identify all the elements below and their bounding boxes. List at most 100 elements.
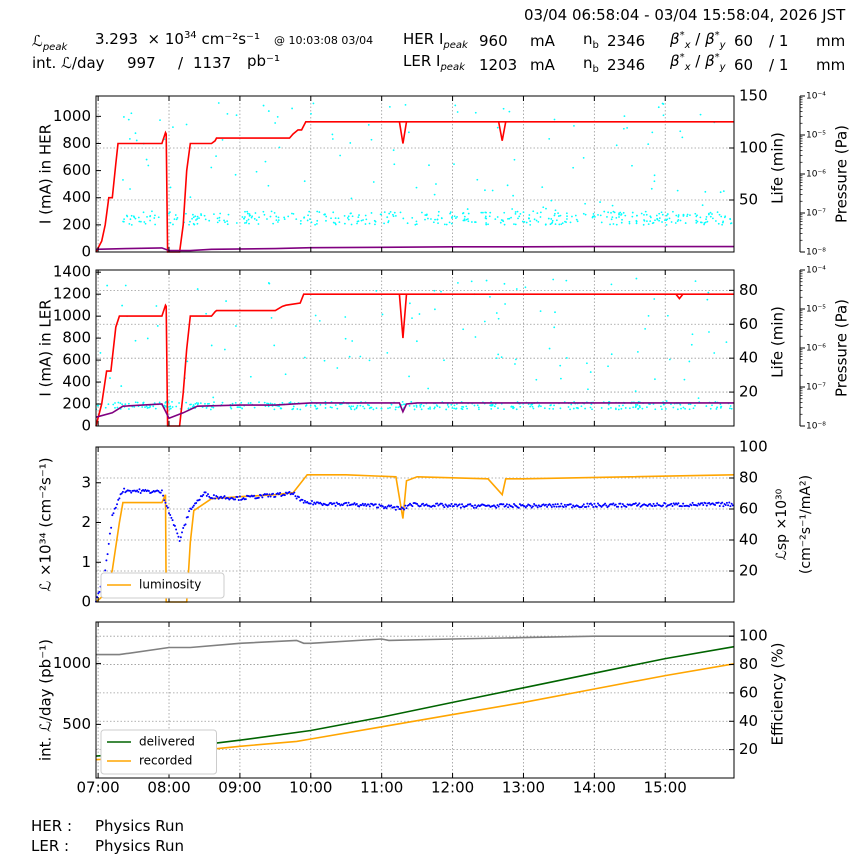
- lifetime-point: [697, 397, 700, 400]
- lifetime-point: [347, 218, 350, 221]
- lifetime-point: [283, 218, 286, 221]
- lifetime-point: [453, 215, 456, 218]
- lifetime-point: [235, 222, 238, 224]
- lifetime-point: [134, 339, 137, 342]
- x-tick-label: 08:00: [147, 779, 190, 797]
- lifetime-point: [715, 408, 718, 410]
- specific-luminosity-point: [562, 505, 565, 508]
- specific-luminosity-point: [690, 504, 693, 507]
- specific-luminosity-point: [621, 503, 624, 506]
- lifetime-point: [245, 221, 248, 224]
- lifetime-point: [349, 142, 352, 144]
- specific-luminosity-point: [253, 494, 256, 497]
- y2-tick-label: 60: [739, 500, 758, 518]
- lifetime-point: [695, 219, 698, 222]
- specific-luminosity-point: [511, 506, 514, 509]
- specific-luminosity-point: [283, 494, 286, 497]
- lifetime-point: [278, 146, 281, 149]
- specific-luminosity-point: [552, 503, 555, 506]
- lifetime-point: [114, 406, 116, 409]
- lifetime-point: [279, 407, 282, 410]
- specific-luminosity-point: [108, 532, 111, 535]
- lifetime-point: [682, 215, 685, 217]
- specific-luminosity-point: [600, 505, 603, 508]
- lifetime-point: [709, 407, 712, 410]
- lifetime-point: [178, 402, 180, 404]
- lifetime-point: [310, 221, 313, 224]
- lifetime-point: [474, 111, 477, 114]
- lifetime-point: [106, 284, 109, 287]
- current-dip: [497, 121, 507, 141]
- lifetime-point: [631, 211, 634, 214]
- specific-luminosity-point: [179, 536, 182, 539]
- lifetime-point: [494, 218, 497, 221]
- her-status-value: Physics Run: [95, 817, 185, 835]
- current-dip: [398, 294, 408, 339]
- specific-luminosity-point: [104, 569, 107, 572]
- lifetime-point: [192, 216, 195, 219]
- specific-luminosity-point: [208, 495, 211, 498]
- lifetime-point: [535, 219, 538, 222]
- lifetime-point: [172, 126, 174, 129]
- lifetime-point: [359, 404, 362, 407]
- specific-luminosity-point: [294, 495, 297, 498]
- specific-luminosity-point: [164, 501, 167, 504]
- lifetime-point: [440, 290, 442, 293]
- lifetime-point: [719, 403, 722, 406]
- lifetime-point: [319, 403, 322, 406]
- lifetime-point: [705, 218, 707, 221]
- y-tick-label: 1200: [53, 285, 91, 303]
- lifetime-point: [549, 223, 552, 226]
- specific-luminosity-point: [177, 535, 180, 538]
- lifetime-point: [362, 405, 364, 408]
- lifetime-point: [240, 401, 243, 404]
- lifetime-point: [121, 403, 124, 406]
- integrated-luminosity-delivered: 997: [127, 54, 156, 72]
- lifetime-point: [447, 406, 450, 408]
- lifetime-point: [212, 396, 215, 399]
- y2-tick-label: 150: [739, 87, 768, 105]
- lifetime-point: [437, 214, 440, 217]
- lifetime-point: [336, 407, 339, 410]
- lifetime-point: [359, 355, 362, 358]
- lifetime-point: [243, 222, 246, 224]
- lifetime-point: [522, 211, 525, 214]
- specific-luminosity-point: [591, 503, 594, 506]
- specific-luminosity-point: [404, 504, 407, 507]
- y2-tick-label: 40: [739, 349, 758, 367]
- specific-luminosity-point: [595, 505, 598, 508]
- lifetime-point: [267, 402, 270, 405]
- lifetime-point: [187, 407, 190, 410]
- specific-luminosity-point: [223, 495, 226, 498]
- specific-luminosity-point: [619, 502, 622, 505]
- specific-luminosity-point: [593, 502, 596, 505]
- specific-luminosity-point: [652, 502, 655, 505]
- lifetime-point: [466, 208, 469, 210]
- lifetime-point: [430, 218, 432, 220]
- pressure-tick-label: 10⁻⁷: [806, 383, 826, 393]
- lifetime-point: [462, 219, 465, 222]
- lifetime-point: [241, 407, 244, 410]
- specific-luminosity-point: [717, 501, 720, 504]
- lifetime-point: [349, 406, 352, 409]
- y-tick-label: 200: [62, 395, 91, 413]
- lifetime-point: [368, 359, 371, 362]
- lifetime-point: [351, 215, 354, 218]
- lifetime-point: [449, 212, 452, 215]
- lifetime-point: [175, 218, 178, 221]
- lifetime-point: [216, 221, 219, 224]
- integrated-luminosity-separator: /: [178, 54, 184, 72]
- lifetime-point: [367, 123, 370, 126]
- y-tick-label: 800: [62, 329, 91, 347]
- specific-luminosity-point: [362, 504, 365, 507]
- specific-luminosity-point: [513, 502, 516, 505]
- lifetime-point: [339, 154, 342, 157]
- lifetime-point: [634, 390, 637, 393]
- lifetime-point: [694, 404, 696, 407]
- lifetime-point: [709, 215, 712, 218]
- lifetime-point: [394, 214, 397, 217]
- lifetime-point: [192, 213, 194, 216]
- lifetime-point: [628, 222, 631, 225]
- lifetime-point: [406, 222, 409, 225]
- lifetime-point: [411, 216, 414, 219]
